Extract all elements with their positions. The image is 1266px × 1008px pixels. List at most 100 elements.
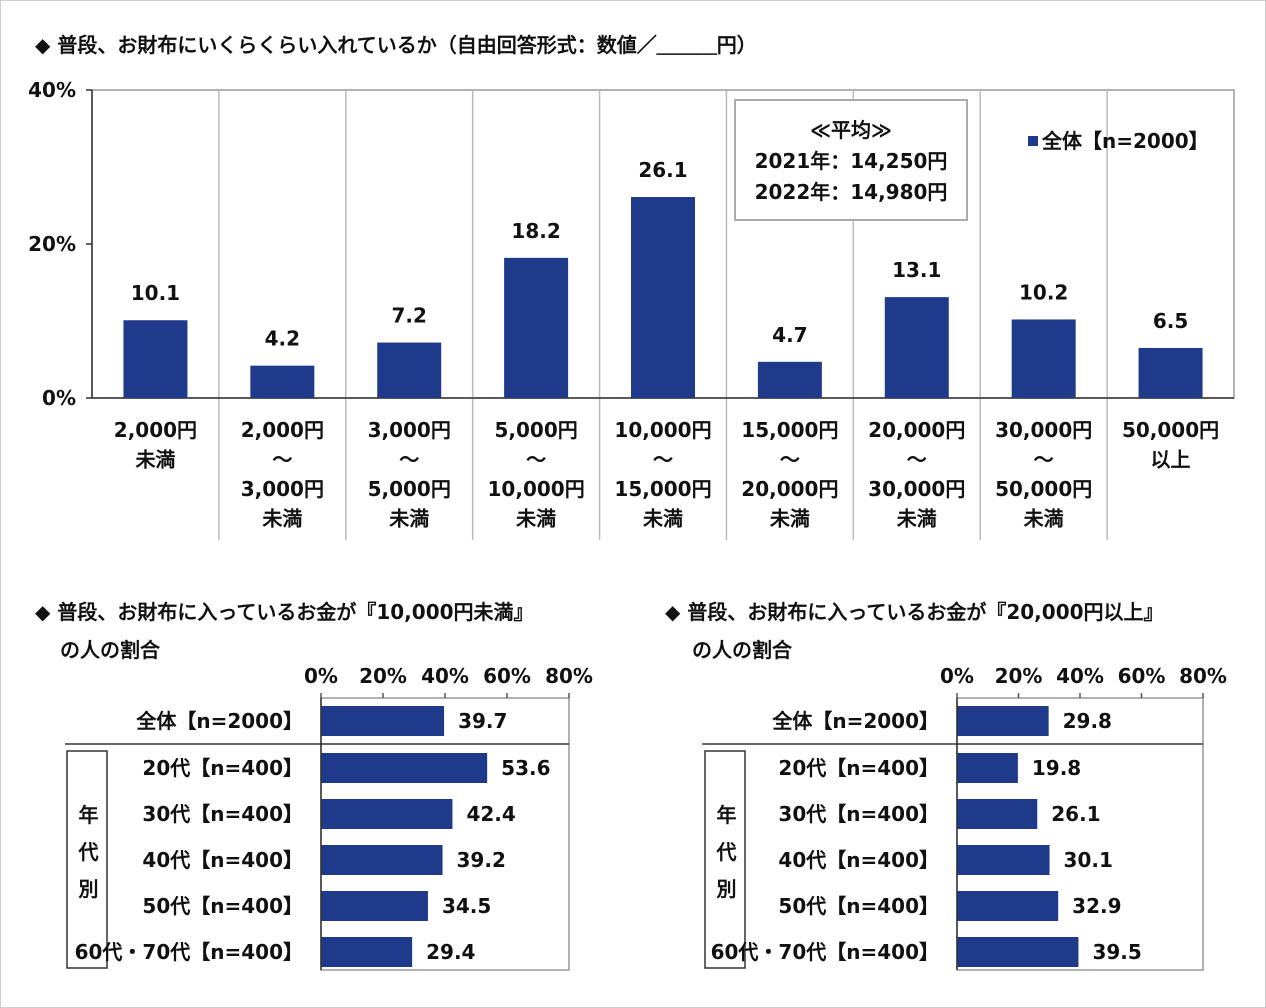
x-tick-label: 60% (483, 664, 531, 688)
x-tick-label: 5,000円 (494, 418, 577, 442)
bar (884, 297, 949, 398)
bar (957, 845, 1050, 875)
value-label: 29.8 (1063, 709, 1112, 733)
bar (1011, 319, 1076, 398)
bar (321, 891, 428, 921)
value-label: 39.2 (457, 848, 506, 872)
value-label: 4.2 (265, 327, 300, 351)
x-tick-label: ～ (272, 448, 292, 472)
x-tick-label: 15,000円 (741, 418, 838, 442)
y-tick-label: 50代【n=400】 (778, 894, 939, 918)
bar (957, 706, 1049, 736)
value-label: 39.5 (1092, 940, 1141, 964)
bar (377, 342, 442, 398)
value-label: 4.7 (772, 323, 807, 347)
value-label: 42.4 (466, 802, 515, 826)
value-label: 19.8 (1032, 756, 1081, 780)
x-tick-label: 40% (421, 664, 469, 688)
y-tick-label: 20代【n=400】 (142, 756, 303, 780)
y-tick-label: 0% (42, 386, 76, 410)
group-box (704, 750, 746, 969)
x-tick-label: 50,000円 (995, 477, 1092, 501)
group-box (66, 750, 108, 969)
x-tick-label: ～ (780, 448, 800, 472)
x-tick-label: ～ (907, 448, 927, 472)
bar (957, 937, 1079, 967)
value-label: 34.5 (442, 894, 491, 918)
bar (321, 799, 453, 829)
y-tick-label: 60代・70代【n=400】 (711, 940, 939, 964)
x-tick-label: 50,000円 (1122, 418, 1219, 442)
x-tick-label: 2,000円 (241, 418, 324, 442)
x-tick-label: ～ (526, 448, 546, 472)
chart-subtitle: の人の割合 (60, 638, 161, 662)
bar (957, 891, 1059, 921)
bar (1138, 347, 1203, 398)
x-tick-label: 以上 (1151, 448, 1191, 472)
chart-title: ◆ 普段、お財布に入っているお金が『20,000円以上』 (665, 600, 1164, 624)
chart-title: ◆ 普段、お財布にいくらくらい入れているか（自由回答形式：数値／＿＿＿円） (35, 33, 757, 57)
chart-subtitle: の人の割合 (692, 638, 793, 662)
bar (631, 197, 695, 398)
x-tick-label: 未満 (516, 507, 556, 531)
y-tick-label: 全体【n=2000】 (135, 709, 303, 733)
y-tick-label: 20代【n=400】 (778, 756, 939, 780)
x-tick-label: 80% (545, 664, 593, 688)
legend-label: 全体【n=2000】 (1041, 129, 1209, 153)
x-tick-label: 未満 (262, 507, 302, 531)
y-tick-label: 30代【n=400】 (778, 802, 939, 826)
annotation: 2022年：14,980円 (755, 180, 948, 204)
x-tick-label: 15,000円 (614, 477, 711, 501)
annotation-box (734, 99, 968, 221)
x-tick-label: 2,000円 (114, 418, 197, 442)
bar (957, 799, 1038, 829)
bar (321, 845, 443, 875)
value-label: 6.5 (1153, 309, 1188, 333)
x-tick-label: 10,000円 (488, 477, 585, 501)
value-label: 18.2 (511, 219, 560, 243)
x-tick-label: 20,000円 (741, 477, 838, 501)
y-tick-label: 40代【n=400】 (778, 848, 939, 872)
y-tick-label: 30代【n=400】 (142, 802, 303, 826)
group-label: 年代別 (75, 803, 99, 915)
x-tick-label: 未満 (770, 507, 810, 531)
x-tick-label: 20,000円 (868, 418, 965, 442)
bar (957, 753, 1018, 783)
x-tick-label: 20% (995, 664, 1043, 688)
x-tick-label: 20% (359, 664, 407, 688)
value-label: 30.1 (1064, 848, 1113, 872)
y-tick-label: 40代【n=400】 (142, 848, 303, 872)
legend-swatch (1028, 136, 1038, 146)
x-tick-label: 0% (304, 664, 338, 688)
y-tick-label: 40% (28, 78, 76, 102)
x-tick-label: 未満 (643, 507, 683, 531)
bar (123, 320, 188, 398)
value-label: 32.9 (1072, 894, 1121, 918)
x-tick-label: ～ (653, 448, 673, 472)
x-tick-label: 10,000円 (614, 418, 711, 442)
value-label: 7.2 (392, 304, 427, 328)
x-tick-label: ～ (1034, 448, 1054, 472)
x-tick-label: 40% (1056, 664, 1104, 688)
annotation: 2021年：14,250円 (755, 149, 948, 173)
bar (504, 257, 569, 398)
x-tick-label: 0% (940, 664, 974, 688)
x-tick-label: 3,000円 (241, 477, 324, 501)
group-label: 年代別 (713, 803, 737, 915)
bar (321, 753, 488, 783)
x-tick-label: 未満 (897, 507, 937, 531)
x-tick-label: ～ (399, 448, 419, 472)
value-label: 13.1 (892, 258, 941, 282)
value-label: 29.4 (426, 940, 475, 964)
value-label: 39.7 (458, 709, 507, 733)
value-label: 10.2 (1019, 280, 1068, 304)
x-tick-label: 80% (1179, 664, 1227, 688)
x-tick-label: 未満 (1024, 507, 1064, 531)
x-tick-label: 30,000円 (995, 418, 1092, 442)
bar (250, 365, 315, 398)
y-tick-label: 50代【n=400】 (142, 894, 303, 918)
value-label: 26.1 (1051, 802, 1100, 826)
y-tick-label: 20% (28, 232, 76, 256)
